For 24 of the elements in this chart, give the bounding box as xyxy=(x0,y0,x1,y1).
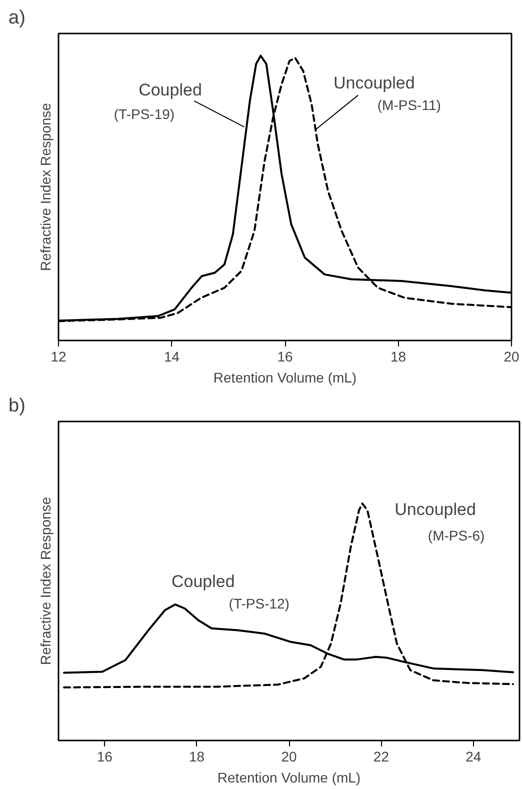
annotation: Uncoupled xyxy=(334,74,415,93)
y-axis-title: Refractive Index Response xyxy=(38,496,54,666)
x-tick-label: 18 xyxy=(189,748,205,764)
annotation: (M-PS-11) xyxy=(377,97,441,114)
x-axis-title: Retention Volume (mL) xyxy=(217,770,361,786)
x-tick-label: 14 xyxy=(164,348,180,364)
chart-title: b) xyxy=(8,396,26,416)
annotation: (T-PS-19) xyxy=(114,106,175,122)
annotation: (T-PS-12) xyxy=(228,595,290,612)
x-tick-label: 22 xyxy=(373,748,390,764)
y-axis-title: Refractive Index Response xyxy=(38,102,54,272)
x-tick-label: 12 xyxy=(50,348,66,364)
x-axis-title: Retention Volume (mL) xyxy=(213,370,357,386)
annotation: (M-PS-6) xyxy=(428,528,485,544)
annotation: Coupled xyxy=(171,572,235,591)
annotation: Uncoupled xyxy=(394,500,476,519)
x-tick-label: 16 xyxy=(277,348,293,364)
x-tick-label: 16 xyxy=(96,748,113,764)
x-tick-label: 24 xyxy=(466,748,482,764)
chart-title: a) xyxy=(8,8,26,28)
x-tick-label: 20 xyxy=(281,748,297,764)
x-tick-label: 20 xyxy=(504,348,520,364)
annotation: Coupled xyxy=(138,80,202,100)
x-tick-label: 18 xyxy=(390,348,406,364)
